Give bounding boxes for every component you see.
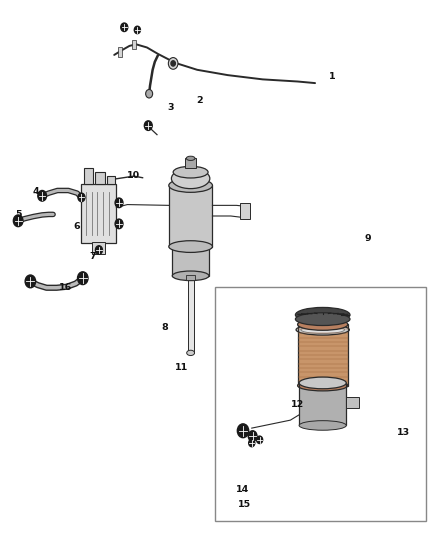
Circle shape (248, 431, 257, 441)
Bar (169, 185, 212, 247)
Bar (84, 168, 93, 184)
Bar (297, 325, 348, 385)
Text: 14: 14 (237, 485, 250, 494)
Circle shape (78, 193, 85, 201)
Text: 6: 6 (74, 222, 81, 231)
Bar (81, 184, 117, 243)
Ellipse shape (169, 241, 212, 253)
Bar (299, 383, 346, 425)
Text: 7: 7 (89, 253, 95, 261)
Circle shape (134, 26, 141, 34)
Text: 1: 1 (329, 71, 336, 80)
Circle shape (146, 90, 152, 98)
Text: 9: 9 (364, 235, 371, 244)
Circle shape (78, 272, 88, 285)
Bar (169, 185, 212, 247)
Text: 13: 13 (397, 428, 410, 437)
Bar (186, 274, 195, 280)
Ellipse shape (297, 380, 348, 391)
Circle shape (237, 424, 249, 438)
Circle shape (115, 219, 123, 229)
Ellipse shape (169, 179, 212, 192)
Bar (297, 325, 348, 385)
Bar (95, 172, 105, 184)
Circle shape (171, 61, 175, 66)
Ellipse shape (296, 325, 350, 335)
Circle shape (25, 275, 35, 288)
Ellipse shape (187, 350, 194, 356)
Ellipse shape (295, 308, 350, 322)
Text: 10: 10 (127, 171, 141, 180)
Text: 2: 2 (196, 96, 203, 105)
Circle shape (257, 436, 263, 443)
Circle shape (115, 198, 123, 207)
Circle shape (145, 121, 152, 131)
Text: 12: 12 (291, 400, 304, 409)
Bar (107, 175, 115, 184)
Bar (185, 158, 196, 168)
Bar (92, 241, 106, 254)
Bar (215, 287, 426, 521)
Circle shape (249, 439, 255, 447)
Bar (240, 203, 251, 219)
Bar (187, 274, 194, 353)
Ellipse shape (171, 168, 210, 189)
Ellipse shape (299, 377, 346, 389)
Bar (299, 383, 346, 425)
Ellipse shape (173, 166, 208, 178)
Text: 4: 4 (32, 187, 39, 196)
Text: 11: 11 (175, 363, 188, 372)
Circle shape (121, 23, 128, 31)
Ellipse shape (295, 313, 350, 326)
Text: 15: 15 (238, 499, 251, 508)
Text: 16: 16 (59, 283, 72, 292)
Bar (172, 245, 209, 276)
Circle shape (38, 190, 46, 201)
Ellipse shape (299, 421, 346, 430)
Circle shape (168, 58, 178, 69)
Ellipse shape (297, 319, 348, 330)
Bar (346, 397, 359, 408)
Text: 5: 5 (15, 210, 21, 219)
Circle shape (95, 246, 102, 254)
Text: 8: 8 (161, 323, 168, 332)
Circle shape (13, 215, 23, 227)
Bar (118, 47, 122, 56)
Ellipse shape (172, 271, 209, 280)
Bar (132, 40, 136, 49)
Ellipse shape (301, 326, 345, 334)
Ellipse shape (186, 156, 195, 160)
Text: 3: 3 (168, 102, 174, 111)
